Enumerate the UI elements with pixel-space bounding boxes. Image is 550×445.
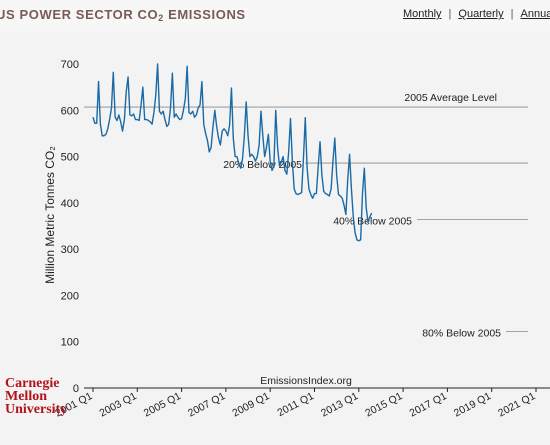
- y-tick-label: 300: [61, 244, 79, 256]
- chart-title: US POWER SECTOR CO2 EMISSIONS: [0, 7, 246, 23]
- title-subscript: 2: [158, 13, 164, 23]
- x-tick-label: 2017 Q1: [408, 390, 449, 420]
- x-tick-label: 2021 Q1: [496, 390, 537, 420]
- series-group: [92, 63, 373, 242]
- source-label: EmissionsIndex.org: [260, 375, 352, 387]
- nav-annual-link[interactable]: Annual: [520, 8, 550, 20]
- title-suffix: EMISSIONS: [163, 7, 246, 22]
- x-tick-label: 2011 Q1: [275, 390, 316, 419]
- nav-separator: |: [510, 8, 514, 20]
- y-tick-label: 0: [73, 383, 79, 395]
- logo-line: Mellon: [5, 389, 47, 404]
- x-tick-label: 2007 Q1: [186, 390, 227, 420]
- y-tick-label: 700: [61, 59, 79, 71]
- y-tick-label: 100: [61, 337, 79, 349]
- y-tick-label: 200: [61, 290, 79, 302]
- title-prefix: US POWER SECTOR CO: [0, 7, 159, 22]
- x-tick-label: 2005 Q1: [142, 390, 183, 420]
- logo-line: University: [5, 402, 68, 417]
- nav-quarterly-link[interactable]: Quarterly: [458, 8, 504, 20]
- x-tick-label: 2019 Q1: [452, 390, 493, 420]
- reference-line-label: 2005 Average Level: [404, 92, 497, 104]
- reference-line-label: 20% Below 2005: [223, 159, 302, 171]
- reference-line-label: 80% Below 2005: [422, 328, 501, 340]
- x-tick-label: 2003 Q1: [97, 390, 138, 420]
- x-axis: 2001 Q1 2003 Q1 2005 Q1 2007 Q1 2009 Q1 2011 …: [53, 388, 538, 420]
- x-tick-label: 2009 Q1: [230, 390, 271, 420]
- logo-line: Carnegie: [5, 376, 60, 391]
- cmu-logo: Carnegie Mellon University: [5, 376, 68, 417]
- x-tick-label: 2015 Q1: [363, 390, 404, 420]
- reference-line-label: 40% Below 2005: [333, 216, 412, 228]
- nav-separator: |: [448, 8, 452, 20]
- y-axis: 0 100 200 300 400 500 600 700: [61, 59, 550, 395]
- timescale-nav: Monthly | Quarterly | Annual: [403, 8, 550, 20]
- chart-header: US POWER SECTOR CO2 EMISSIONS Monthly | Qu…: [0, 0, 550, 32]
- x-tick-label: 2013 Q1: [319, 390, 360, 420]
- emissions-series-line: [92, 63, 373, 242]
- y-tick-label: 600: [61, 105, 79, 117]
- y-tick-label: 400: [61, 198, 79, 210]
- y-tick-label: 500: [61, 152, 79, 164]
- emissions-line-chart: 0 100 200 300 400 500 600 700 2005 Average Leve…: [43, 59, 550, 420]
- plot-background: [0, 32, 550, 445]
- y-axis-label: Million Metric Tonnes CO₂: [43, 146, 57, 284]
- nav-monthly-link[interactable]: Monthly: [403, 8, 442, 20]
